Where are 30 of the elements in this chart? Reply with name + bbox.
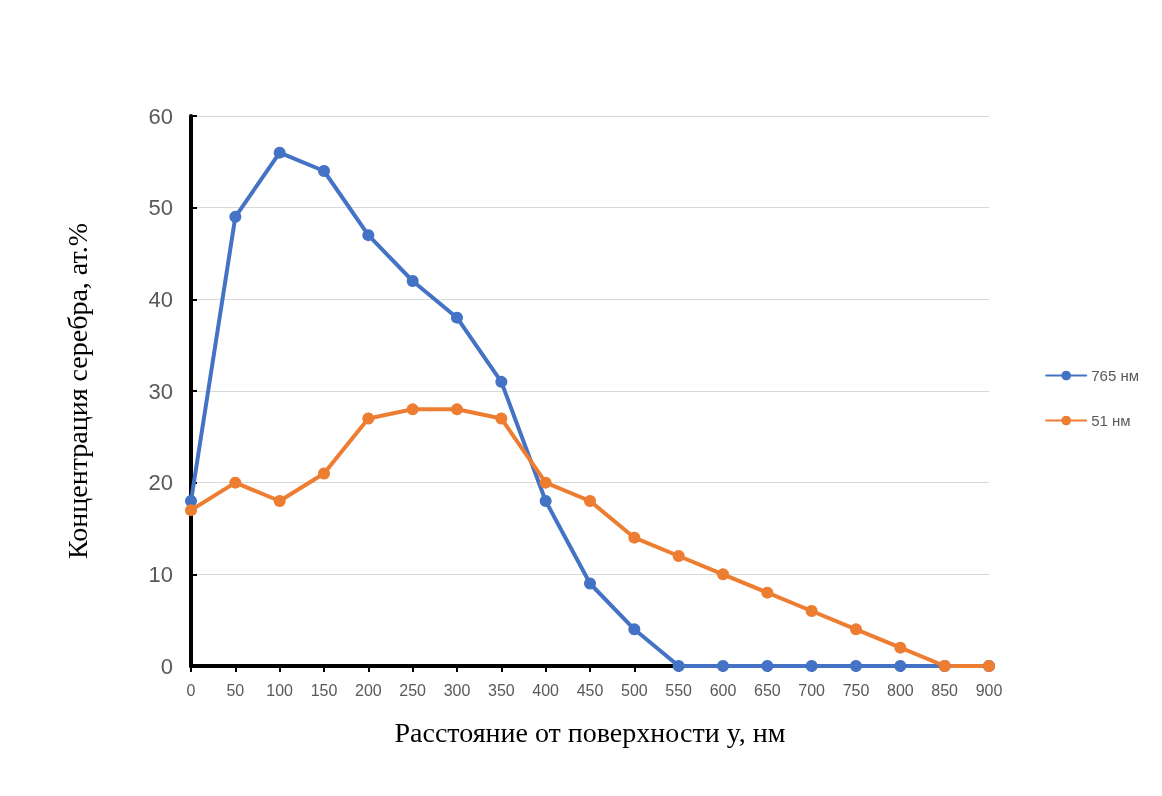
x-tick-label: 650	[753, 681, 781, 699]
y-tick-label: 20	[148, 470, 173, 496]
y-tick-label: 50	[148, 195, 173, 221]
x-tick-label: 850	[931, 681, 959, 699]
x-tick-label: 250	[399, 681, 427, 699]
x-tick-label: 0	[186, 681, 196, 699]
x-tick-label: 300	[443, 681, 471, 699]
x-tick-label: 150	[310, 681, 338, 699]
y-tick-label: 40	[148, 286, 173, 312]
x-tick-label: 100	[266, 681, 294, 699]
x-tick-label: 600	[709, 681, 737, 699]
y-tick-label: 0	[160, 653, 173, 679]
x-axis-title: Расстояние от поверхности y, нм	[394, 716, 786, 748]
legend-label: 51 нм	[1091, 412, 1131, 429]
y-tick-label: 10	[148, 561, 173, 587]
y-tick-label: 60	[148, 103, 173, 129]
x-tick-label: 750	[842, 681, 870, 699]
x-tick-label: 800	[886, 681, 914, 699]
x-tick-label: 500	[620, 681, 648, 699]
y-tick-label: 30	[148, 378, 173, 404]
x-tick-label: 50	[226, 681, 245, 699]
x-tick-label: 700	[798, 681, 826, 699]
x-tick-label: 900	[975, 681, 1003, 699]
legend-label: 765 нм	[1091, 367, 1140, 384]
x-tick-label: 450	[576, 681, 604, 699]
x-tick-label: 400	[532, 681, 560, 699]
x-tick-label: 200	[354, 681, 382, 699]
y-axis-title: Концентрация серебра, ат.%	[61, 223, 93, 559]
x-tick-label: 350	[487, 681, 515, 699]
x-tick-label: 550	[665, 681, 693, 699]
